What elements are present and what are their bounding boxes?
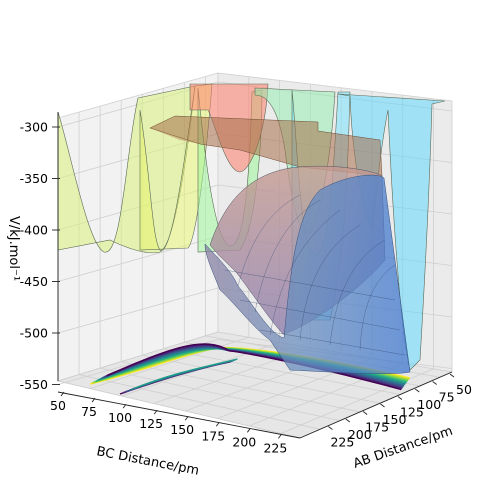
y-tick-mark [184,415,189,421]
z-tick-label: -350 [20,171,48,186]
x-tick-mark [432,381,437,385]
x-tick-mark [362,411,368,415]
x-axis-line [299,371,453,439]
y-tick-label: 125 [139,416,163,431]
z-tick-label: -500 [20,326,48,341]
x-tick-label: 125 [400,405,424,420]
z-tick-label: -550 [20,377,48,392]
z-tick-label: -400 [20,223,48,238]
x-tick-mark [397,396,403,400]
x-tick-label: 175 [365,420,389,435]
y-tick-label: 75 [81,404,97,419]
y-tick-mark [122,403,127,409]
y-tick-mark [246,428,251,433]
grid-line [89,336,249,389]
y-tick-mark [153,409,158,415]
y-tick-label: 175 [201,428,225,443]
grid-line [121,361,361,413]
y-tick-label: 150 [170,422,194,437]
grid-line [142,354,381,404]
z-tick-label: -450 [20,274,48,289]
grid-line [100,367,341,422]
y-tick-mark [91,397,96,403]
y-tick-label: 200 [232,434,256,449]
z-tick-label: -300 [20,120,48,135]
grid-line [57,380,301,439]
contour-line [134,358,238,389]
x-tick-mark [328,426,333,430]
y-tick-label: 100 [108,410,132,425]
valley-floor [204,174,411,374]
y-axis-title: BC Distance/pm [95,444,200,479]
x-tick-label: 225 [330,435,354,450]
y-axis-line [57,391,301,439]
z-ticks: -300 -350 -400 -450 -500 -550 [20,120,60,392]
axis-lines [57,112,453,439]
plateau-top [149,115,383,177]
y-tick-label: 225 [263,440,287,455]
grid-line [57,331,219,382]
x-tick-label: 50 [456,382,472,397]
plateau-shelf [149,115,383,177]
grid-line [163,348,401,395]
y-tick-label: 50 [50,398,66,413]
x-tick-mark [345,418,351,423]
z-axis-title: V/kJ.mol⁻¹ [6,216,21,281]
x-tick-label: 75 [439,390,455,405]
y-tick-mark [60,391,65,397]
y-ticks: 50 75 100 125 150 175 200 225 [50,391,287,455]
y-tick-mark [215,421,220,427]
grid-line [78,374,321,430]
x-tick-label: 200 [348,427,372,442]
x-tick-label: 150 [383,412,407,427]
x-tick-mark [380,403,385,408]
x-tick-label: 100 [417,397,441,412]
y-tick-mark [278,434,282,439]
valley-surface [204,165,411,374]
x-tick-mark [449,373,455,378]
valley-grid-lines [224,194,406,356]
x-tick-mark [414,388,420,393]
